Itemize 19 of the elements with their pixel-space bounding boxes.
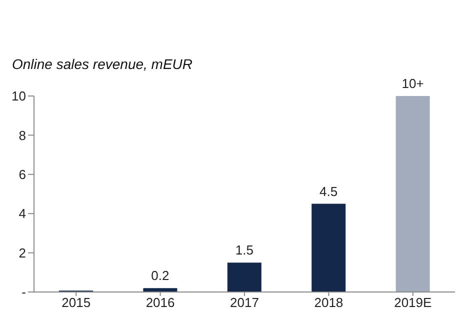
x-tick-label: 2018 (314, 295, 344, 310)
data-label: 4.5 (320, 184, 338, 199)
x-tick-label: 2015 (62, 295, 91, 310)
y-tick-label: 10 (12, 88, 26, 104)
x-tick-label: 2019E (394, 295, 432, 310)
y-tick-label: 4 (18, 206, 26, 222)
y-tick-label: 6 (18, 167, 26, 182)
data-label: 0.2 (151, 268, 170, 284)
bar (396, 96, 430, 292)
data-label: 10+ (402, 76, 424, 91)
data-label: 1.5 (235, 242, 254, 258)
bar (227, 262, 262, 292)
y-tick-label: - (22, 284, 26, 300)
chart-title: Online sales revenue, mEUR (12, 56, 193, 72)
y-tick-label: 8 (18, 128, 26, 143)
bar (312, 204, 346, 292)
x-tick-label: 2016 (146, 295, 175, 310)
x-tick-label: 2017 (230, 295, 259, 310)
y-tick-label: 2 (18, 245, 26, 260)
